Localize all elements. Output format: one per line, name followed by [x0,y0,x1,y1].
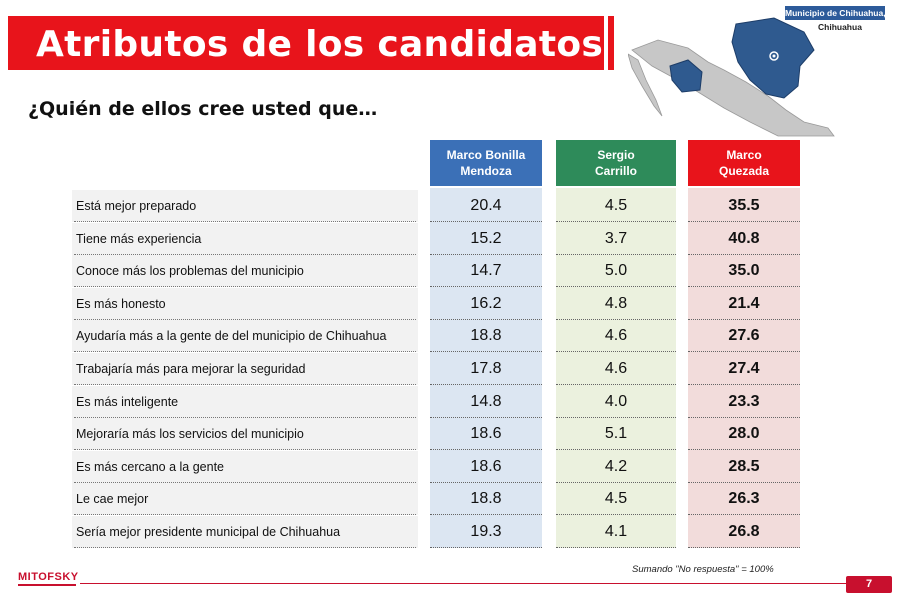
table-cell: 14.8 [430,386,542,418]
row-band [72,255,418,287]
table-cell: 28.0 [688,418,800,450]
table-cell: 3.7 [556,223,676,255]
row-label: Es más inteligente [74,386,416,418]
row-label: Es más honesto [74,288,416,320]
table-cell: 20.4 [430,190,542,222]
row-band [72,516,418,548]
table-cell: 5.1 [556,418,676,450]
row-label: Mejoraría más los servicios del municipi… [74,418,416,450]
logo-underline [18,584,76,586]
table-cell: 4.2 [556,451,676,483]
slide-title: Atributos de los candidatos [36,24,604,65]
column-header-line2: Quezada [718,164,769,178]
row-band [72,451,418,483]
title-bar [8,16,604,70]
footer-divider [80,583,850,584]
table-cell: 4.5 [556,483,676,515]
table-cell: 28.5 [688,451,800,483]
column-header-carrillo: Sergio Carrillo [556,140,676,186]
row-band [72,223,418,255]
table-cell: 14.7 [430,255,542,287]
row-band [72,353,418,385]
table-cell: 4.0 [556,386,676,418]
row-label: Es más cercano a la gente [74,451,416,483]
row-label: Ayudaría más a la gente de del municipio… [74,320,416,352]
column-header-line2: Carrillo [594,164,637,178]
table-cell: 4.8 [556,288,676,320]
map-location-label: Municipio de Chihuahua, [785,6,885,20]
mitofsky-logo: MITOFSKY [18,571,79,583]
row-band [72,386,418,418]
row-label: Le cae mejor [74,483,416,515]
column-header-quezada: Marco Quezada [688,140,800,186]
column-background-quezada [688,188,800,548]
row-band [72,483,418,515]
slide-subtitle: ¿Quién de ellos cree usted que… [28,98,378,120]
footnote: Sumando "No respuesta" = 100% [632,564,774,575]
table-cell: 5.0 [556,255,676,287]
page-number: 7 [846,576,892,593]
table-cell: 15.2 [430,223,542,255]
table-cell: 23.3 [688,386,800,418]
row-label: Conoce más los problemas del municipio [74,255,416,287]
column-header-bonilla: Marco Bonilla Mendoza [430,140,542,186]
row-band [72,418,418,450]
table-cell: 19.3 [430,516,542,548]
table-cell: 18.6 [430,451,542,483]
map-location-sublabel: Chihuahua [818,22,862,32]
table-cell: 40.8 [688,223,800,255]
table-cell: 27.6 [688,320,800,352]
column-header-line1: Marco Bonilla [446,148,526,162]
row-label: Sería mejor presidente municipal de Chih… [74,516,416,548]
table-cell: 26.3 [688,483,800,515]
table-cell: 16.2 [430,288,542,320]
table-cell: 21.4 [688,288,800,320]
title-accent-bar [608,16,614,70]
column-background-carrillo [556,188,676,548]
table-cell: 17.8 [430,353,542,385]
table-cell: 4.6 [556,353,676,385]
chihuahua-map-illustration [628,17,835,137]
table-cell: 18.8 [430,320,542,352]
table-cell: 35.0 [688,255,800,287]
column-background-bonilla [430,188,542,548]
row-band [72,190,418,222]
column-header-line1: Marco [726,148,762,162]
row-band [72,320,418,352]
table-cell: 18.6 [430,418,542,450]
row-label: Está mejor preparado [74,190,416,222]
column-header-line2: Mendoza [460,164,512,178]
row-label: Trabajaría más para mejorar la seguridad [74,353,416,385]
table-cell: 4.6 [556,320,676,352]
table-cell: 4.1 [556,516,676,548]
table-cell: 4.5 [556,190,676,222]
column-header-line1: Sergio [597,148,635,162]
table-cell: 35.5 [688,190,800,222]
table-cell: 18.8 [430,483,542,515]
row-label: Tiene más experiencia [74,223,416,255]
row-band [72,288,418,320]
table-cell: 26.8 [688,516,800,548]
table-cell: 27.4 [688,353,800,385]
